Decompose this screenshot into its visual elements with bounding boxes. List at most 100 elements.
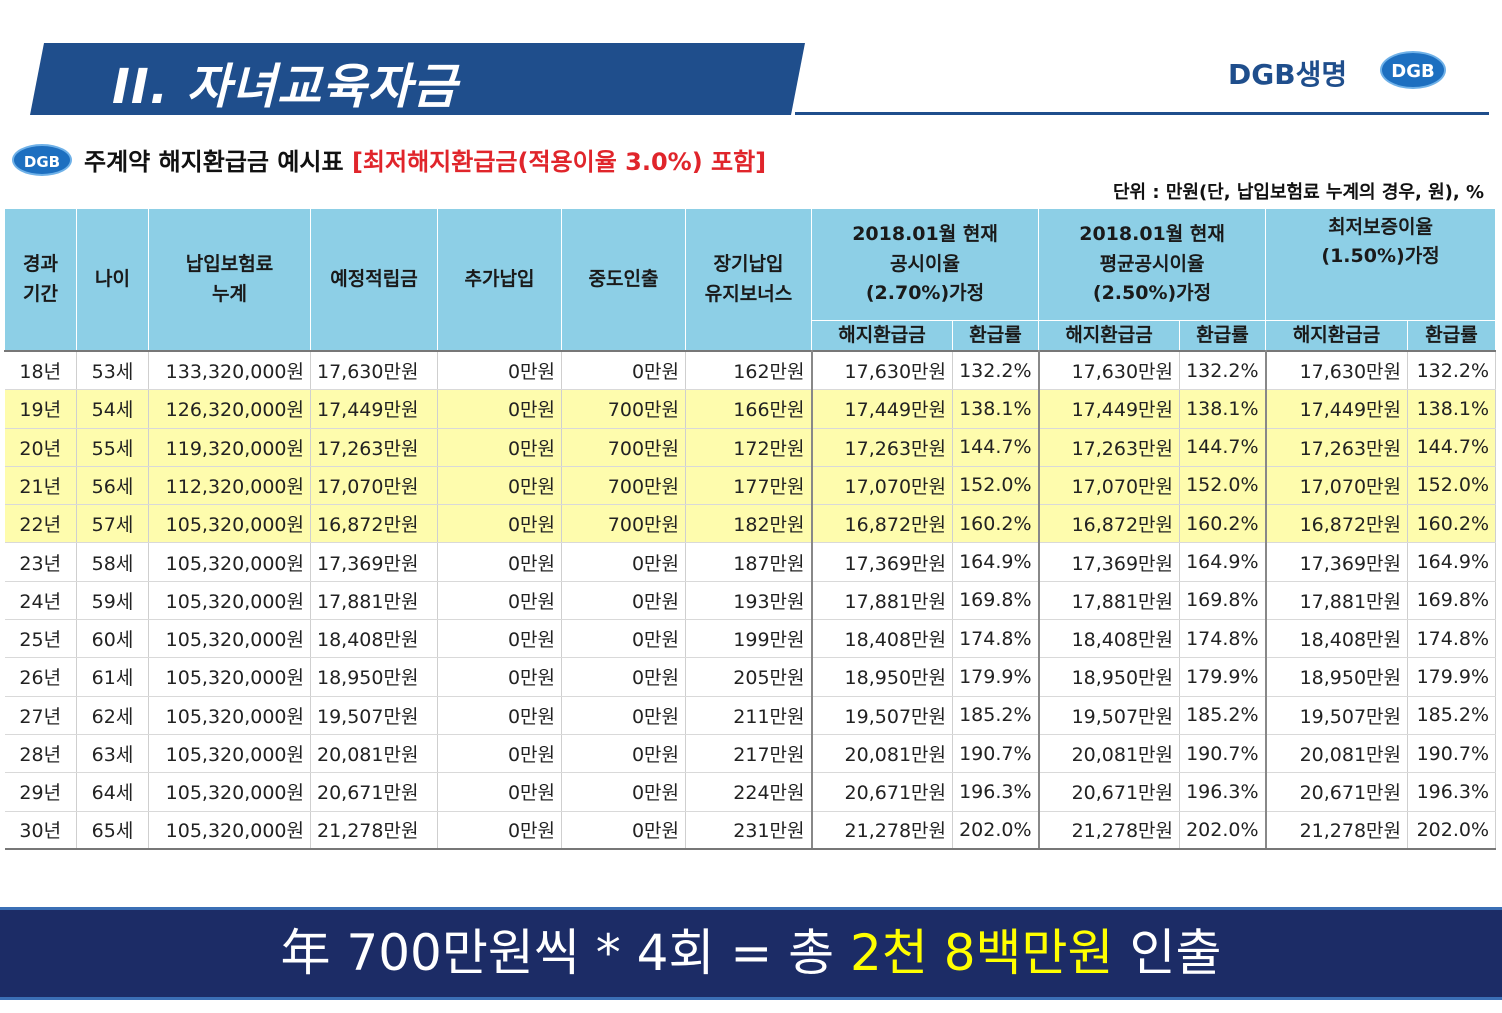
row-age: 59세 [76,581,149,621]
row-rate-2: 202.0% [1179,811,1267,851]
row-bonus: 199만원 [685,619,813,659]
row-rate-2: 144.7% [1179,428,1267,467]
footer-text: 年 700만원씩 * 4회 = 총 2천 8백만원 인출 [0,907,1502,1000]
row-age: 58세 [76,542,149,582]
row-refund-1: 20,671만원 [811,772,953,812]
row-rate-2: 169.8% [1179,581,1267,621]
row-period: 28년 [4,734,77,774]
brand-name: DGB생명 [1228,58,1348,91]
page-title: II. 자녀교육자금 [112,59,458,115]
row-additional: 0만원 [437,696,562,735]
row-additional: 0만원 [437,772,562,812]
row-refund-3: 17,881만원 [1265,581,1409,621]
row-additional: 0만원 [437,657,562,697]
row-rate-2: 190.7% [1179,734,1267,774]
row-refund-2: 18,408만원 [1038,619,1181,659]
row-refund-1: 17,070만원 [811,466,953,506]
row-period: 19년 [4,389,77,429]
row-premium: 105,320,000원 [148,734,311,774]
row-refund-2: 20,671만원 [1038,772,1181,812]
row-expected: 17,630만원 [310,350,438,391]
table-row: 22년 57세 105,320,000원 16,872만원 0만원 700만원 182만원 1… [4,504,1497,544]
row-bonus: 182만원 [685,504,813,544]
row-rate-3: 160.2% [1407,504,1497,544]
row-withdrawal: 0만원 [561,619,686,659]
row-bonus: 193만원 [685,581,813,621]
header-refund-3: 해지환급금 [1265,320,1409,352]
row-withdrawal: 0만원 [561,581,686,621]
row-age: 56세 [76,466,149,506]
row-expected: 17,070만원 [310,466,438,506]
row-refund-1: 17,449만원 [811,389,953,429]
row-rate-3: 179.9% [1407,657,1497,697]
row-rate-3: 132.2% [1407,350,1497,391]
table-row: 27년 62세 105,320,000원 19,507만원 0만원 0만원 211만원 19,… [4,696,1497,735]
row-expected: 20,671만원 [310,772,438,812]
row-age: 54세 [76,389,149,429]
header-expected: 예정적립금 [310,208,438,352]
footer-text-prefix: 年 700만원씩 * 4회 = 총 [280,924,851,982]
row-premium: 105,320,000원 [148,811,311,851]
row-refund-3: 17,070만원 [1265,466,1409,506]
row-rate-1: 160.2% [952,504,1040,544]
row-period: 22년 [4,504,77,544]
row-refund-3: 16,872만원 [1265,504,1409,544]
row-refund-2: 17,449만원 [1038,389,1181,429]
row-rate-2: 185.2% [1179,696,1267,735]
row-refund-2: 19,507만원 [1038,696,1181,735]
title-banner [30,43,805,115]
header-period: 경과 기간 [4,208,77,352]
refund-table: 경과 기간 나이 납입보험료 누계 예정적립금 추가납입 중도인출 장기납입 유… [4,208,1497,851]
row-refund-1: 17,263만원 [811,428,953,467]
row-age: 55세 [76,428,149,467]
section-logo-icon: DGB [12,144,72,176]
row-premium: 105,320,000원 [148,696,311,735]
table-row: 28년 63세 105,320,000원 20,081만원 0만원 0만원 217만원 20,… [4,734,1497,774]
row-rate-1: 202.0% [952,811,1040,851]
row-refund-3: 21,278만원 [1265,811,1409,851]
row-expected: 18,950만원 [310,657,438,697]
row-refund-1: 17,630만원 [811,350,953,391]
row-expected: 17,449만원 [310,389,438,429]
row-age: 61세 [76,657,149,697]
row-rate-3: 196.3% [1407,772,1497,812]
row-premium: 133,320,000원 [148,350,311,391]
table-row: 19년 54세 126,320,000원 17,449만원 0만원 700만원 166만원 1… [4,389,1497,429]
table-row: 26년 61세 105,320,000원 18,950만원 0만원 0만원 205만원 18,… [4,657,1497,697]
section-title: 주계약 해지환급금 예시표 [최저해지환급금(적용이율 3.0%) 포함] [84,142,766,177]
row-refund-3: 17,369만원 [1265,542,1409,582]
row-additional: 0만원 [437,504,562,544]
row-bonus: 211만원 [685,696,813,735]
header-group-public-rate: 2018.01월 현재 공시이율 (2.70%)가정 [810,208,1040,321]
row-period: 30년 [4,811,77,851]
row-rate-1: 185.2% [952,696,1040,735]
row-rate-3: 138.1% [1407,389,1497,429]
row-expected: 17,881만원 [310,581,438,621]
row-bonus: 187만원 [685,542,813,582]
header-group-minimum-rate: 최저보증이율 (1.50%)가정 [1265,208,1497,321]
row-rate-2: 152.0% [1179,466,1267,506]
row-premium: 105,320,000원 [148,504,311,544]
header-age: 나이 [76,208,149,352]
row-rate-2: 132.2% [1179,350,1267,391]
row-rate-1: 174.8% [952,619,1040,659]
row-withdrawal: 700만원 [561,389,686,429]
header-refund-2: 해지환급금 [1038,320,1181,352]
row-period: 18년 [4,350,77,391]
row-additional: 0만원 [437,581,562,621]
row-refund-2: 17,881만원 [1038,581,1181,621]
row-age: 60세 [76,619,149,659]
row-refund-1: 20,081만원 [811,734,953,774]
table-row: 29년 64세 105,320,000원 20,671만원 0만원 0만원 224만원 20,… [4,772,1497,812]
row-expected: 17,369만원 [310,542,438,582]
row-withdrawal: 0만원 [561,350,686,391]
row-withdrawal: 0만원 [561,772,686,812]
row-additional: 0만원 [437,466,562,506]
row-refund-3: 20,081만원 [1265,734,1409,774]
row-period: 29년 [4,772,77,812]
row-age: 64세 [76,772,149,812]
table-row: 25년 60세 105,320,000원 18,408만원 0만원 0만원 199만원 18,… [4,619,1497,659]
row-bonus: 162만원 [685,350,813,391]
row-premium: 105,320,000원 [148,657,311,697]
row-refund-3: 19,507만원 [1265,696,1409,735]
